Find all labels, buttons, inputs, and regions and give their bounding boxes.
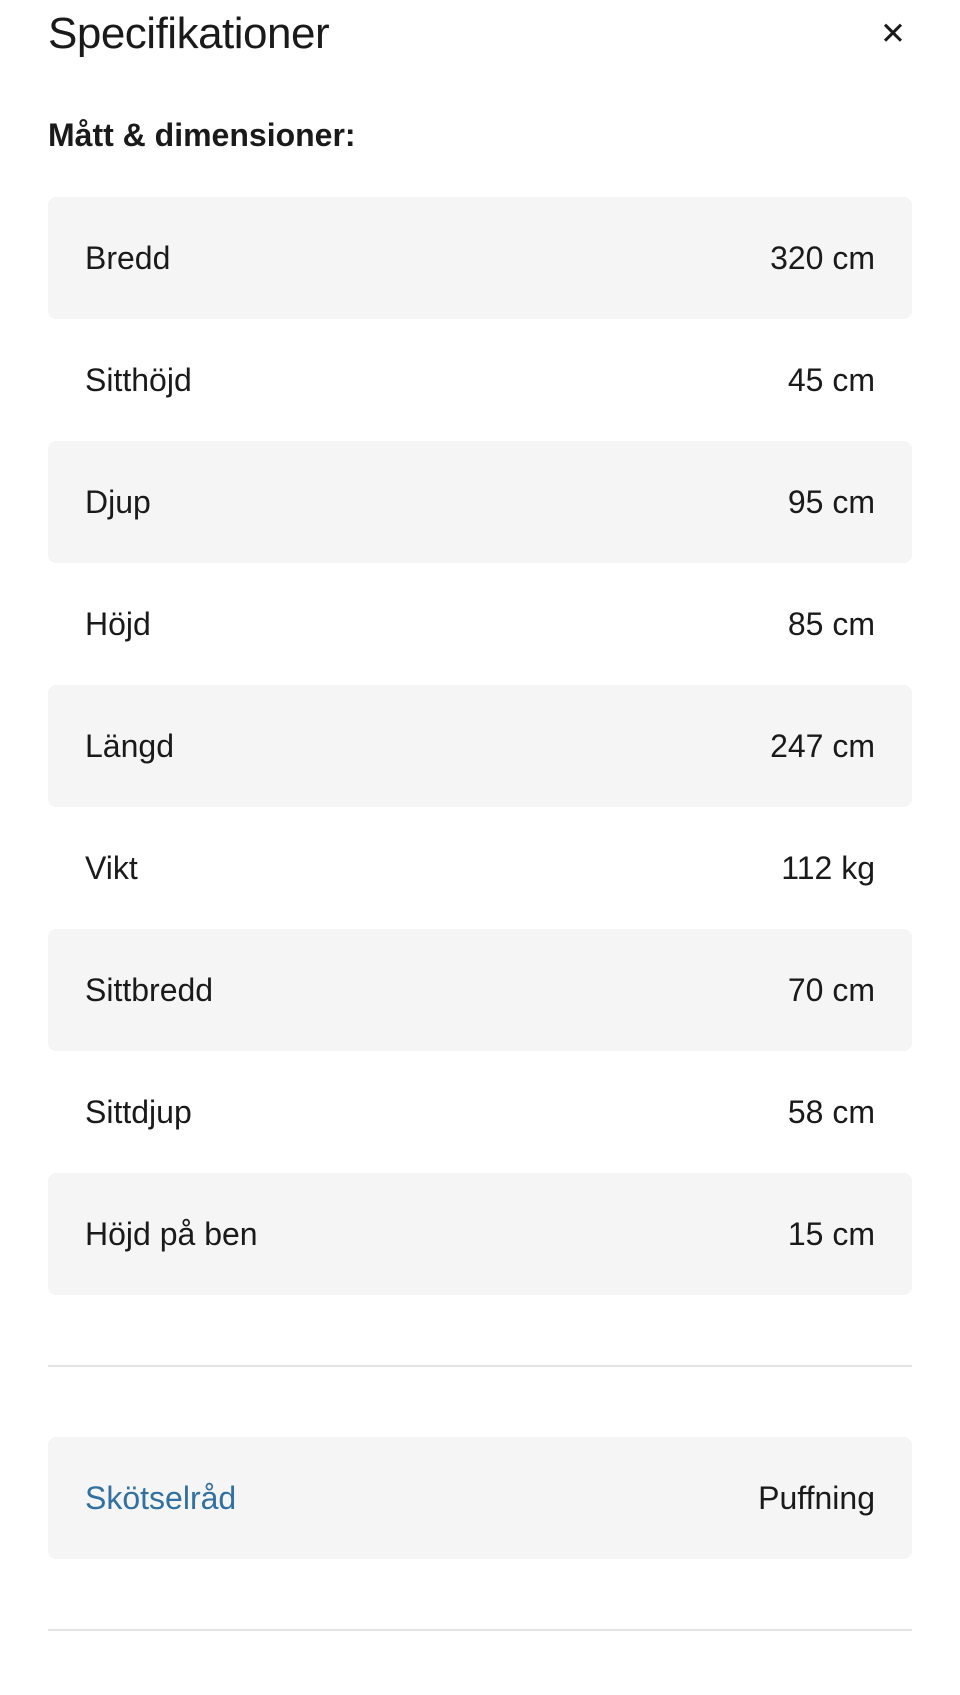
spec-row-hojd: Höjd 85 cm bbox=[48, 563, 912, 686]
spec-label: Höjd bbox=[85, 605, 151, 642]
spec-label: Vikt bbox=[85, 849, 138, 886]
spec-value: 45 cm bbox=[787, 361, 875, 398]
spec-value: 70 cm bbox=[787, 971, 875, 1008]
care-value: Puffning bbox=[758, 1479, 875, 1516]
close-icon[interactable]: ✕ bbox=[880, 12, 906, 56]
spec-value: 247 cm bbox=[770, 727, 875, 764]
spec-value: 58 cm bbox=[787, 1093, 875, 1130]
spec-label: Höjd på ben bbox=[85, 1215, 258, 1252]
spec-row-langd: Längd 247 cm bbox=[48, 685, 912, 808]
section-heading-dimensions: Mått & dimensioner: bbox=[48, 117, 356, 153]
divider bbox=[48, 1629, 912, 1632]
spec-row-bredd: Bredd 320 cm bbox=[48, 197, 912, 320]
spec-row-sittbredd: Sittbredd 70 cm bbox=[48, 929, 912, 1052]
spec-value: 85 cm bbox=[787, 605, 875, 642]
spec-label: Sitthöjd bbox=[85, 361, 192, 398]
spec-row-sitthojd: Sitthöjd 45 cm bbox=[48, 319, 912, 442]
spec-list: Bredd 320 cm Sitthöjd 45 cm Djup 95 cm H… bbox=[48, 197, 912, 1296]
spec-row-hojd-pa-ben: Höjd på ben 15 cm bbox=[48, 1173, 912, 1296]
spec-value: 15 cm bbox=[787, 1215, 875, 1252]
divider bbox=[48, 1365, 912, 1368]
spec-row-djup: Djup 95 cm bbox=[48, 441, 912, 564]
spec-label: Sittdjup bbox=[85, 1093, 192, 1130]
care-advice-link[interactable]: Skötselråd bbox=[85, 1479, 237, 1516]
panel-header: Specifikationer ✕ bbox=[48, 0, 912, 61]
spec-row-sittdjup: Sittdjup 58 cm bbox=[48, 1051, 912, 1174]
spec-value: 320 cm bbox=[770, 239, 875, 276]
spec-label: Sittbredd bbox=[85, 971, 214, 1008]
panel-title: Specifikationer bbox=[48, 9, 330, 58]
spec-row-vikt: Vikt 112 kg bbox=[48, 807, 912, 930]
spec-label: Djup bbox=[85, 483, 151, 520]
spec-label: Bredd bbox=[85, 239, 171, 276]
care-row: Skötselråd Puffning bbox=[48, 1437, 912, 1560]
spec-value: 112 kg bbox=[781, 849, 875, 886]
spec-label: Längd bbox=[85, 727, 174, 764]
spec-value: 95 cm bbox=[787, 483, 875, 520]
